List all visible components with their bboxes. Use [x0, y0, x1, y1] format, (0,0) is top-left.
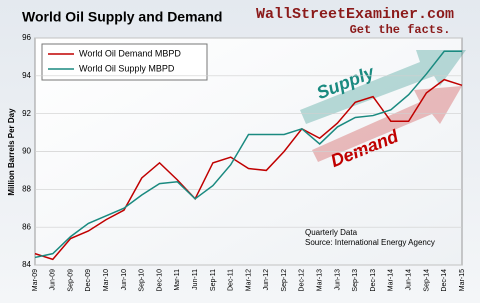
y-tick-label: 96: [22, 33, 31, 42]
x-tick-label: Mar-11: [174, 269, 181, 291]
supply-arrow: [300, 50, 466, 124]
x-tick-label: Jun-14: [405, 269, 412, 291]
x-tick-label: Dec-13: [370, 269, 377, 292]
x-tick-label: Jun-12: [263, 269, 270, 291]
y-tick-label: 86: [22, 222, 31, 231]
x-tick-label: Sep-09: [67, 269, 74, 292]
y-axis-label: Million Barrels Per Day: [7, 108, 16, 196]
x-tick-label: Jun-13: [334, 269, 341, 291]
x-tick-label: Mar-10: [103, 269, 110, 291]
note: Quarterly Data: [305, 228, 358, 237]
tagline: Get the facts.: [350, 23, 451, 37]
legend-label: World Oil Demand MBPD: [79, 48, 181, 58]
legend-label: World Oil Supply MBPD: [79, 63, 175, 73]
x-tick-label: Mar-13: [317, 269, 324, 291]
x-tick-label: Sep-12: [281, 269, 288, 292]
demand-arrow: [312, 86, 462, 162]
x-tick-label: Sep-13: [352, 269, 359, 292]
x-tick-label: Sep-14: [423, 269, 430, 292]
series-line: [34, 78, 463, 261]
x-tick-label: Jun-11: [192, 269, 199, 290]
x-tick-label: Jun-10: [121, 269, 128, 291]
x-tick-label: Mar-12: [245, 269, 252, 291]
x-tick-label: Dec-12: [299, 269, 306, 292]
x-tick-label: Dec-11: [228, 269, 235, 291]
series-line: [34, 50, 462, 259]
legend: World Oil Demand MBPD World Oil Supply MB…: [41, 43, 208, 81]
x-tick-label: Dec-14: [441, 269, 448, 292]
x-tick-label: Mar-09: [32, 269, 39, 291]
x-tick-label: Mar-15: [459, 269, 466, 291]
x-tick-label: Mar-14: [388, 269, 395, 291]
legend-box: [41, 43, 208, 81]
y-tick-label: 90: [22, 147, 31, 156]
y-tick-label: 88: [22, 184, 31, 193]
y-tick-label: 92: [22, 109, 31, 118]
x-tick-label: Jun-09: [50, 269, 57, 291]
y-tick-label: 84: [22, 260, 31, 269]
watermark: WallStreetExaminer.com: [256, 6, 454, 23]
chart-title: World Oil Supply and Demand: [22, 9, 222, 25]
source: Source: International Energy Agency: [305, 238, 435, 247]
x-tick-label: Sep-11: [210, 269, 217, 291]
x-tick-label: Dec-10: [156, 269, 163, 292]
y-tick-label: 94: [22, 71, 31, 80]
x-tick-label: Dec-09: [85, 269, 92, 292]
x-tick-label: Sep-10: [139, 269, 146, 292]
